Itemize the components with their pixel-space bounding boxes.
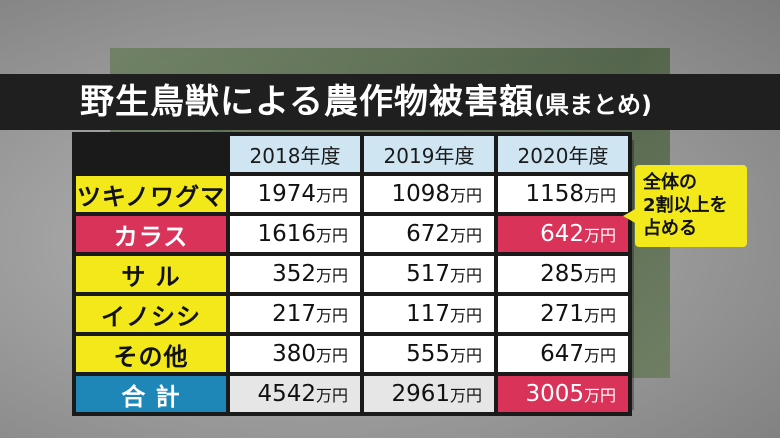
total-cell: 2961万円: [364, 376, 494, 412]
value-cell: 1974万円: [230, 176, 360, 212]
value-cell: 1158万円: [498, 176, 628, 212]
table-row: イノシシ 217万円 117万円 271万円: [76, 296, 628, 332]
callout-line: 占める: [643, 218, 697, 239]
callout-line: 全体の: [643, 172, 697, 193]
title-bar: [0, 74, 780, 130]
callout-pointer: [623, 208, 637, 224]
table-row: カラス 1616万円 672万円 642万円: [76, 216, 628, 252]
page-title: 野生鳥獣による農作物被害額(県まとめ): [80, 82, 652, 122]
value-cell-highlight: 642万円: [498, 216, 628, 252]
row-label-crow: カラス: [76, 216, 226, 252]
title-main: 野生鳥獣による農作物被害額: [80, 82, 534, 122]
title-sub: (県まとめ): [533, 91, 652, 119]
table-row: ツキノワグマ 1974万円 1098万円 1158万円: [76, 176, 628, 212]
table-row: その他 380万円 555万円 647万円: [76, 336, 628, 372]
value-cell: 285万円: [498, 256, 628, 292]
header-row: 2018年度 2019年度 2020年度: [76, 136, 628, 172]
value-cell: 647万円: [498, 336, 628, 372]
value-cell: 217万円: [230, 296, 360, 332]
row-label-boar: イノシシ: [76, 296, 226, 332]
value-cell: 117万円: [364, 296, 494, 332]
total-cell: 4542万円: [230, 376, 360, 412]
row-label-monkey: サ ル: [76, 256, 226, 292]
value-cell: 352万円: [230, 256, 360, 292]
table-row-total: 合 計 4542万円 2961万円 3005万円: [76, 376, 628, 412]
callout-line: 2割以上を: [643, 195, 728, 216]
callout-note: 全体の 2割以上を 占める: [635, 165, 747, 247]
value-cell: 271万円: [498, 296, 628, 332]
year-header: 2020年度: [498, 136, 628, 172]
row-label-other: その他: [76, 336, 226, 372]
value-cell: 1098万円: [364, 176, 494, 212]
row-label-total: 合 計: [76, 376, 226, 412]
value-cell: 555万円: [364, 336, 494, 372]
total-cell-highlight: 3005万円: [498, 376, 628, 412]
row-label-bear: ツキノワグマ: [76, 176, 226, 212]
table-row: サ ル 352万円 517万円 285万円: [76, 256, 628, 292]
damage-table: 2018年度 2019年度 2020年度 ツキノワグマ 1974万円 1098万…: [72, 132, 632, 416]
year-header: 2019年度: [364, 136, 494, 172]
year-header: 2018年度: [230, 136, 360, 172]
value-cell: 517万円: [364, 256, 494, 292]
value-cell: 380万円: [230, 336, 360, 372]
value-cell: 672万円: [364, 216, 494, 252]
table-corner: [76, 136, 226, 172]
value-cell: 1616万円: [230, 216, 360, 252]
